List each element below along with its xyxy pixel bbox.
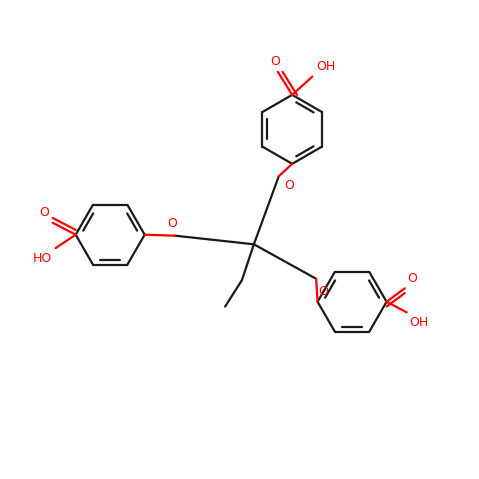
Text: O: O xyxy=(271,55,280,68)
Text: O: O xyxy=(319,285,329,298)
Text: OH: OH xyxy=(316,60,335,73)
Text: O: O xyxy=(408,272,418,285)
Text: O: O xyxy=(168,217,177,230)
Text: O: O xyxy=(39,206,49,219)
Text: O: O xyxy=(285,179,295,192)
Text: HO: HO xyxy=(33,252,52,265)
Text: OH: OH xyxy=(410,316,429,329)
